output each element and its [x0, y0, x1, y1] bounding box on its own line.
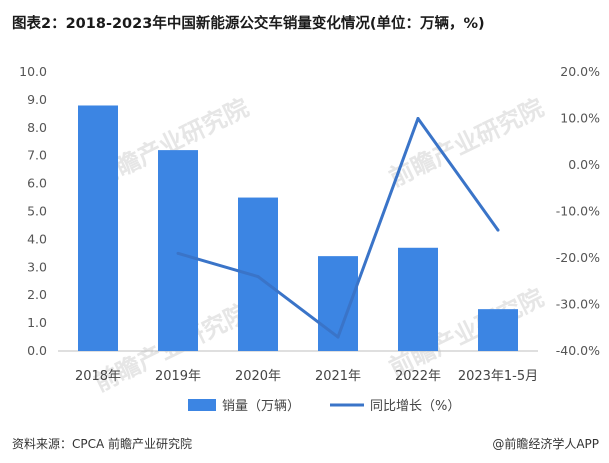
bar	[158, 150, 198, 351]
y-right-tick-label: -20.0%	[556, 250, 600, 265]
y-left-tick-label: 9.0	[27, 92, 47, 107]
y-left-tick-label: 10.0	[19, 64, 47, 79]
chart-title: 图表2：2018-2023年中国新能源公交车销量变化情况(单位：万辆，%)	[12, 16, 485, 32]
y-left-tick-label: 7.0	[27, 148, 47, 163]
bar	[78, 105, 118, 351]
bar	[478, 309, 518, 351]
growth-point	[336, 335, 340, 339]
y-left-tick-label: 8.0	[27, 120, 47, 135]
growth-point	[496, 228, 500, 232]
x-tick-label: 2019年	[155, 369, 201, 384]
growth-point	[256, 275, 260, 279]
legend-label-growth: 同比增长（%）	[370, 399, 460, 414]
bar	[238, 197, 278, 351]
y-right-tick-label: -10.0%	[556, 204, 600, 219]
y-left-tick-label: 0.0	[27, 343, 47, 358]
y-left-tick-label: 3.0	[27, 259, 47, 274]
source-note: 资料来源：CPCA 前瞻产业研究院	[12, 437, 193, 451]
y-left-tick-label: 1.0	[27, 315, 47, 330]
y-left-tick-label: 4.0	[27, 231, 47, 246]
brand-credit: @前瞻经济学人APP	[492, 437, 599, 451]
x-tick-label: 2022年	[395, 369, 441, 384]
x-tick-label: 2021年	[315, 369, 361, 384]
y-left-tick-label: 6.0	[27, 176, 47, 191]
y-right-tick-label: -40.0%	[556, 343, 600, 358]
y-left-tick-label: 2.0	[27, 287, 47, 302]
x-tick-label: 2023年1-5月	[458, 369, 538, 384]
bar	[398, 247, 438, 351]
y-right-tick-label: 10.0%	[560, 111, 600, 126]
growth-point	[416, 117, 420, 120]
y-right-tick-label: 0.0%	[568, 157, 600, 172]
growth-point	[176, 251, 180, 255]
y-right-tick-label: -30.0%	[556, 297, 600, 312]
y-left-tick-label: 5.0	[27, 204, 47, 219]
x-tick-label: 2018年	[75, 369, 121, 384]
y-right-tick-label: 20.0%	[560, 64, 600, 79]
x-tick-label: 2020年	[235, 369, 281, 384]
legend-label-sales: 销量（万辆）	[222, 399, 300, 414]
legend-bar-swatch	[188, 399, 216, 411]
